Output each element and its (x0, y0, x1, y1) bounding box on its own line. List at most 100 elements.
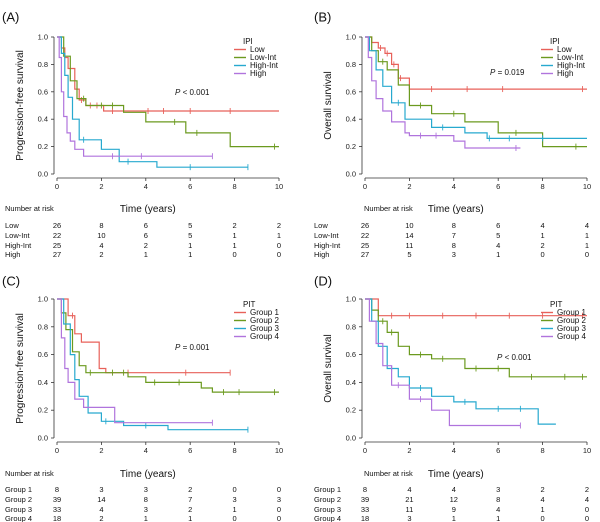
p4-y-tick-label: 0.6 (346, 350, 356, 359)
p1-legend-title: IPI (243, 37, 253, 46)
p2-risk-value: 1 (585, 231, 589, 240)
p1-legend-entry: Low-Int (250, 53, 277, 62)
p1-risk-value: 6 (144, 231, 148, 240)
p4-y-tick-label: 0.0 (346, 434, 356, 443)
p4-risk-value: 2 (541, 485, 545, 494)
p4-risk-value: 8 (496, 495, 500, 504)
p3-risk-value: 0 (277, 485, 281, 494)
p4-y-tick-label: 0.8 (346, 322, 356, 331)
p3-risk-value: 14 (97, 495, 105, 504)
p1-x-tick-label: 8 (233, 182, 237, 191)
p4-risk-value: 2 (585, 485, 589, 494)
p2-x-tick-label: 10 (583, 182, 591, 191)
p3-risk-value: 3 (99, 485, 103, 494)
p1-x-tick-label: 6 (188, 182, 192, 191)
p3-risk-value: 3 (144, 485, 148, 494)
p1-panel-label: (A) (2, 10, 19, 25)
p1-y-tick-label: 1.0 (38, 33, 48, 42)
p4-risk-value: 21 (405, 495, 413, 504)
p3-risk-value: 0 (277, 514, 281, 522)
p2-legend-title: IPI (550, 37, 560, 46)
p4-risk-value: 1 (496, 514, 500, 522)
p2-legend-entry: High (557, 69, 573, 78)
p4-legend-title: PIT (550, 300, 563, 309)
p1-risk-value: 5 (188, 231, 192, 240)
p1-risk-value: 2 (233, 221, 237, 230)
p3-x-tick-label: 0 (55, 446, 59, 455)
p4-risk-value: 4 (452, 485, 456, 494)
p1-curve-high-int (57, 36, 248, 168)
p4-risk-value: 18 (361, 514, 369, 522)
p3-curve-group-3 (57, 298, 248, 431)
p1-risk-value: 1 (144, 250, 148, 259)
p3-legend-entry: Group 2 (250, 316, 279, 325)
p2-risk-value: 8 (452, 241, 456, 250)
p2-y-tick-label: 1.0 (346, 33, 356, 42)
p2-risk-value: 1 (585, 241, 589, 250)
p2-risk-value: 3 (452, 250, 456, 259)
p3-risk-value: 4 (99, 505, 103, 514)
p4-y-tick-label: 0.4 (346, 378, 356, 387)
p2-risk-value: 2 (541, 241, 545, 250)
p1-y-tick-label: 0.4 (38, 115, 48, 124)
p3-risk-group-label: Group 1 (5, 485, 32, 494)
p2-risk-group-label: High (314, 250, 329, 259)
p2-risk-value: 22 (361, 231, 369, 240)
p2-x-axis-title: Time (years) (428, 204, 484, 215)
p4-x-tick-label: 2 (407, 446, 411, 455)
p1-risk-value: 1 (233, 231, 237, 240)
p1-risk-value: 26 (53, 221, 61, 230)
p2-risk-value: 4 (541, 221, 545, 230)
p4-legend-entry: Group 3 (557, 324, 586, 333)
p3-legend-entry: Group 4 (250, 332, 279, 341)
p2-y-tick-label: 0.2 (346, 142, 356, 151)
p1-risk-group-label: High-Int (5, 241, 32, 250)
p2-legend-entry: Low (557, 45, 572, 54)
p4-p-value: P < 0.001 (497, 353, 532, 362)
p2-risk-value: 1 (541, 231, 545, 240)
p3-risk-value: 1 (233, 505, 237, 514)
p3-number-at-risk-label: Number at risk (5, 469, 54, 478)
p3-y-tick-label: 0.6 (38, 350, 48, 359)
p2-number-at-risk-label: Number at risk (364, 204, 413, 213)
p4-risk-value: 4 (541, 495, 545, 504)
p3-risk-value: 0 (277, 505, 281, 514)
p2-legend-entry: High-Int (557, 61, 586, 70)
p2-x-tick-label: 0 (363, 182, 367, 191)
p4-risk-value: 11 (406, 505, 414, 514)
p3-risk-value: 2 (188, 485, 192, 494)
p3-risk-value: 1 (144, 514, 148, 522)
p1-y-axis-title: Progression-free survival (15, 50, 26, 161)
p4-legend-entry: Group 2 (557, 316, 586, 325)
p4-risk-value: 0 (585, 505, 589, 514)
p3-legend-entry: Group 1 (250, 308, 279, 317)
p1-risk-value: 1 (233, 241, 237, 250)
p2-curve-low-int (365, 36, 587, 148)
p4-risk-value: 3 (496, 485, 500, 494)
p4-risk-value: 0 (541, 514, 545, 522)
p2-y-axis-title: Overall survival (323, 71, 334, 139)
p1-x-tick-label: 10 (275, 182, 283, 191)
p1-y-tick-label: 0.8 (38, 60, 48, 69)
p4-risk-value: 3 (407, 514, 411, 522)
p1-risk-value: 10 (97, 231, 105, 240)
p1-x-axis-title: Time (years) (120, 204, 176, 215)
p1-risk-value: 1 (188, 241, 192, 250)
p2-x-tick-label: 2 (407, 182, 411, 191)
p3-risk-value: 2 (188, 505, 192, 514)
p4-risk-value: 1 (452, 514, 456, 522)
p4-risk-value: 9 (452, 505, 456, 514)
p4-curve-group-2 (365, 298, 587, 378)
p2-x-tick-label: 8 (541, 182, 545, 191)
p2-risk-group-label: Low (314, 221, 328, 230)
p3-curve-group-4 (57, 298, 213, 424)
p1-x-tick-label: 2 (99, 182, 103, 191)
p3-legend-entry: Group 3 (250, 324, 279, 333)
p3-risk-value: 2 (99, 514, 103, 522)
p3-legend-title: PIT (243, 300, 256, 309)
p4-x-tick-label: 10 (583, 446, 591, 455)
p2-y-tick-label: 0.0 (346, 170, 356, 179)
p4-risk-value: 33 (361, 505, 369, 514)
p4-x-axis-title: Time (years) (428, 469, 484, 480)
p4-x-tick-label: 6 (496, 446, 500, 455)
